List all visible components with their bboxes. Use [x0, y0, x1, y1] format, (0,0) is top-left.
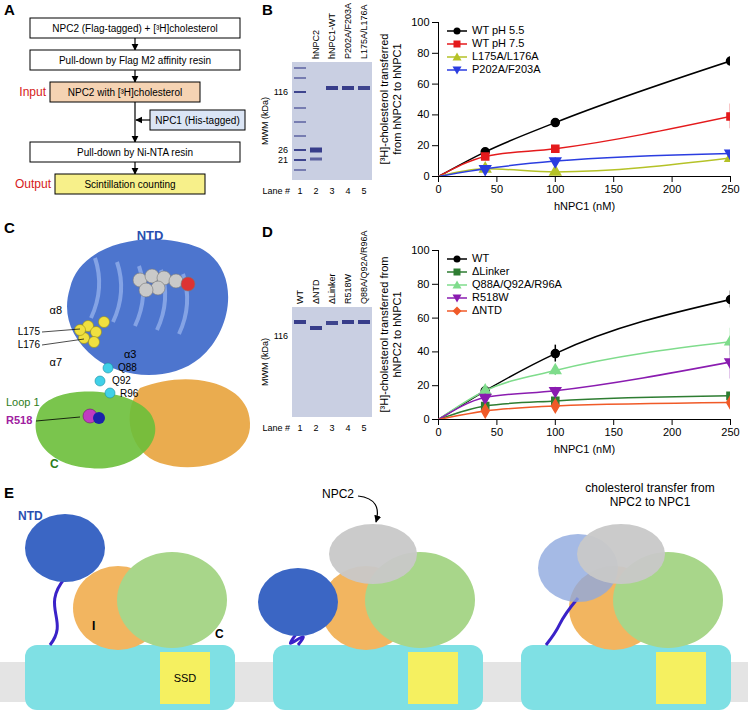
svg-text:D: D	[262, 223, 273, 240]
html-text:R518W: R518W	[472, 291, 509, 304]
svg-text:0: 0	[423, 170, 429, 182]
svg-text:NPC2 (Flag-tagged) + [³H]chole: NPC2 (Flag-tagged) + [³H]cholesterol	[52, 23, 217, 34]
svg-text:0: 0	[423, 413, 429, 425]
svg-text:α3: α3	[124, 348, 136, 360]
svg-text:4: 4	[345, 186, 350, 196]
svg-text:α7: α7	[50, 356, 62, 368]
svg-text:MWM (kDa): MWM (kDa)	[260, 97, 270, 145]
svg-text:0: 0	[435, 183, 441, 195]
svg-text:80: 80	[417, 278, 429, 290]
svg-text:L175A/L176A: L175A/L176A	[359, 4, 369, 59]
svg-text:100: 100	[411, 244, 429, 256]
svg-text:250: 250	[721, 183, 739, 195]
svg-text:Q88: Q88	[118, 362, 137, 373]
svg-text:50: 50	[491, 426, 503, 438]
svg-text:116: 116	[274, 331, 288, 341]
svg-text:5: 5	[361, 423, 366, 433]
svg-text:Q92: Q92	[112, 375, 131, 386]
html-text:Q88A/Q92A/R96A: Q88A/Q92A/R96A	[472, 278, 562, 291]
svg-text:60: 60	[417, 312, 429, 324]
svg-text:150: 150	[605, 183, 623, 195]
svg-text:NTD: NTD	[137, 228, 164, 243]
svg-text:hNPC2: hNPC2	[311, 30, 321, 59]
svg-text:1: 1	[297, 186, 302, 196]
svg-text:1: 1	[297, 423, 302, 433]
svg-text:R96: R96	[120, 388, 139, 399]
html-text:cholesterol transfer from NPC2: cholesterol transfer from NPC2 to NPC1	[585, 481, 715, 509]
svg-text:ΔLinker: ΔLinker	[327, 273, 337, 304]
svg-text:3: 3	[329, 423, 334, 433]
svg-text:L176: L176	[18, 339, 41, 350]
svg-text:NTD: NTD	[18, 509, 43, 523]
svg-text:Input: Input	[19, 85, 46, 99]
svg-text:NPC1 (His-tagged): NPC1 (His-tagged)	[155, 115, 239, 126]
html-text:P202A/F203A: P202A/F203A	[472, 63, 541, 76]
svg-text:60: 60	[417, 78, 429, 90]
svg-text:I: I	[92, 619, 95, 633]
html-text:ΔLinker: ΔLinker	[472, 265, 510, 278]
svg-text:hNPC1 (nM): hNPC1 (nM)	[554, 200, 615, 212]
svg-text:100: 100	[546, 183, 564, 195]
svg-text:26: 26	[278, 145, 288, 155]
svg-text:4: 4	[345, 423, 350, 433]
svg-text:2: 2	[313, 423, 318, 433]
svg-text:SSD: SSD	[174, 672, 197, 684]
svg-text:20: 20	[417, 379, 429, 391]
svg-text:200: 200	[663, 426, 681, 438]
svg-text:250: 250	[721, 426, 739, 438]
svg-text:R518W: R518W	[343, 273, 353, 304]
svg-text:NPC2: NPC2	[322, 487, 354, 501]
svg-text:ΔNTD: ΔNTD	[311, 279, 321, 304]
svg-text:Pull-down by Ni-NTA resin: Pull-down by Ni-NTA resin	[77, 147, 193, 158]
svg-text:Loop 1: Loop 1	[6, 396, 40, 408]
svg-text:200: 200	[663, 183, 681, 195]
svg-text:P202A/F203A: P202A/F203A	[343, 3, 353, 59]
svg-text:Scintillation counting: Scintillation counting	[84, 179, 175, 190]
svg-text:100: 100	[546, 426, 564, 438]
svg-text:A: A	[4, 1, 15, 18]
svg-text:20: 20	[417, 139, 429, 151]
svg-text:Lane #: Lane #	[262, 423, 290, 433]
svg-text:NPC2 with [³H]cholesterol: NPC2 with [³H]cholesterol	[68, 87, 182, 98]
svg-text:hNPC1 (nM): hNPC1 (nM)	[554, 443, 615, 455]
svg-text:C: C	[215, 627, 224, 641]
svg-text:0: 0	[435, 426, 441, 438]
svg-text:40: 40	[417, 108, 429, 120]
svg-text:MWM (kDa): MWM (kDa)	[260, 338, 270, 386]
html-text:WT pH 7.5: WT pH 7.5	[472, 37, 525, 50]
svg-text:2: 2	[313, 186, 318, 196]
svg-text:150: 150	[605, 426, 623, 438]
svg-text:C: C	[50, 457, 59, 471]
svg-text:80: 80	[417, 47, 429, 59]
svg-text:40: 40	[417, 345, 429, 357]
svg-text:50: 50	[491, 183, 503, 195]
html-text:L175A/L176A: L175A/L176A	[472, 50, 539, 63]
svg-text:Q88A/Q92A/R96A: Q88A/Q92A/R96A	[359, 230, 369, 304]
html-text:WT pH 5.5: WT pH 5.5	[472, 24, 525, 36]
svg-text:21: 21	[278, 155, 288, 165]
svg-text:WT: WT	[295, 290, 305, 304]
html-text:[³H]-cholesterol transferred f: [³H]-cholesterol transferred from hNPC2 …	[378, 33, 403, 165]
svg-text:Pull-down by Flag M2 affinity: Pull-down by Flag M2 affinity resin	[59, 55, 211, 66]
svg-text:hNPC1-WT: hNPC1-WT	[327, 12, 337, 59]
html-text:[³H]-cholesterol transferred f: [³H]-cholesterol transferred from hNPC2 …	[378, 256, 403, 413]
svg-text:Lane #: Lane #	[262, 186, 290, 196]
svg-text:100: 100	[411, 16, 429, 28]
svg-text:5: 5	[361, 186, 366, 196]
html-text:ΔNTD: ΔNTD	[472, 304, 502, 317]
html-text:WT: WT	[472, 252, 490, 264]
svg-text:B: B	[262, 1, 273, 18]
svg-text:R518: R518	[6, 414, 32, 426]
svg-text:Output: Output	[15, 177, 52, 191]
svg-text:116: 116	[274, 87, 288, 97]
svg-text:E: E	[4, 484, 14, 501]
svg-text:3: 3	[329, 186, 334, 196]
svg-text:C: C	[4, 219, 15, 236]
svg-text:L175: L175	[18, 326, 41, 337]
svg-text:α8: α8	[50, 304, 62, 316]
